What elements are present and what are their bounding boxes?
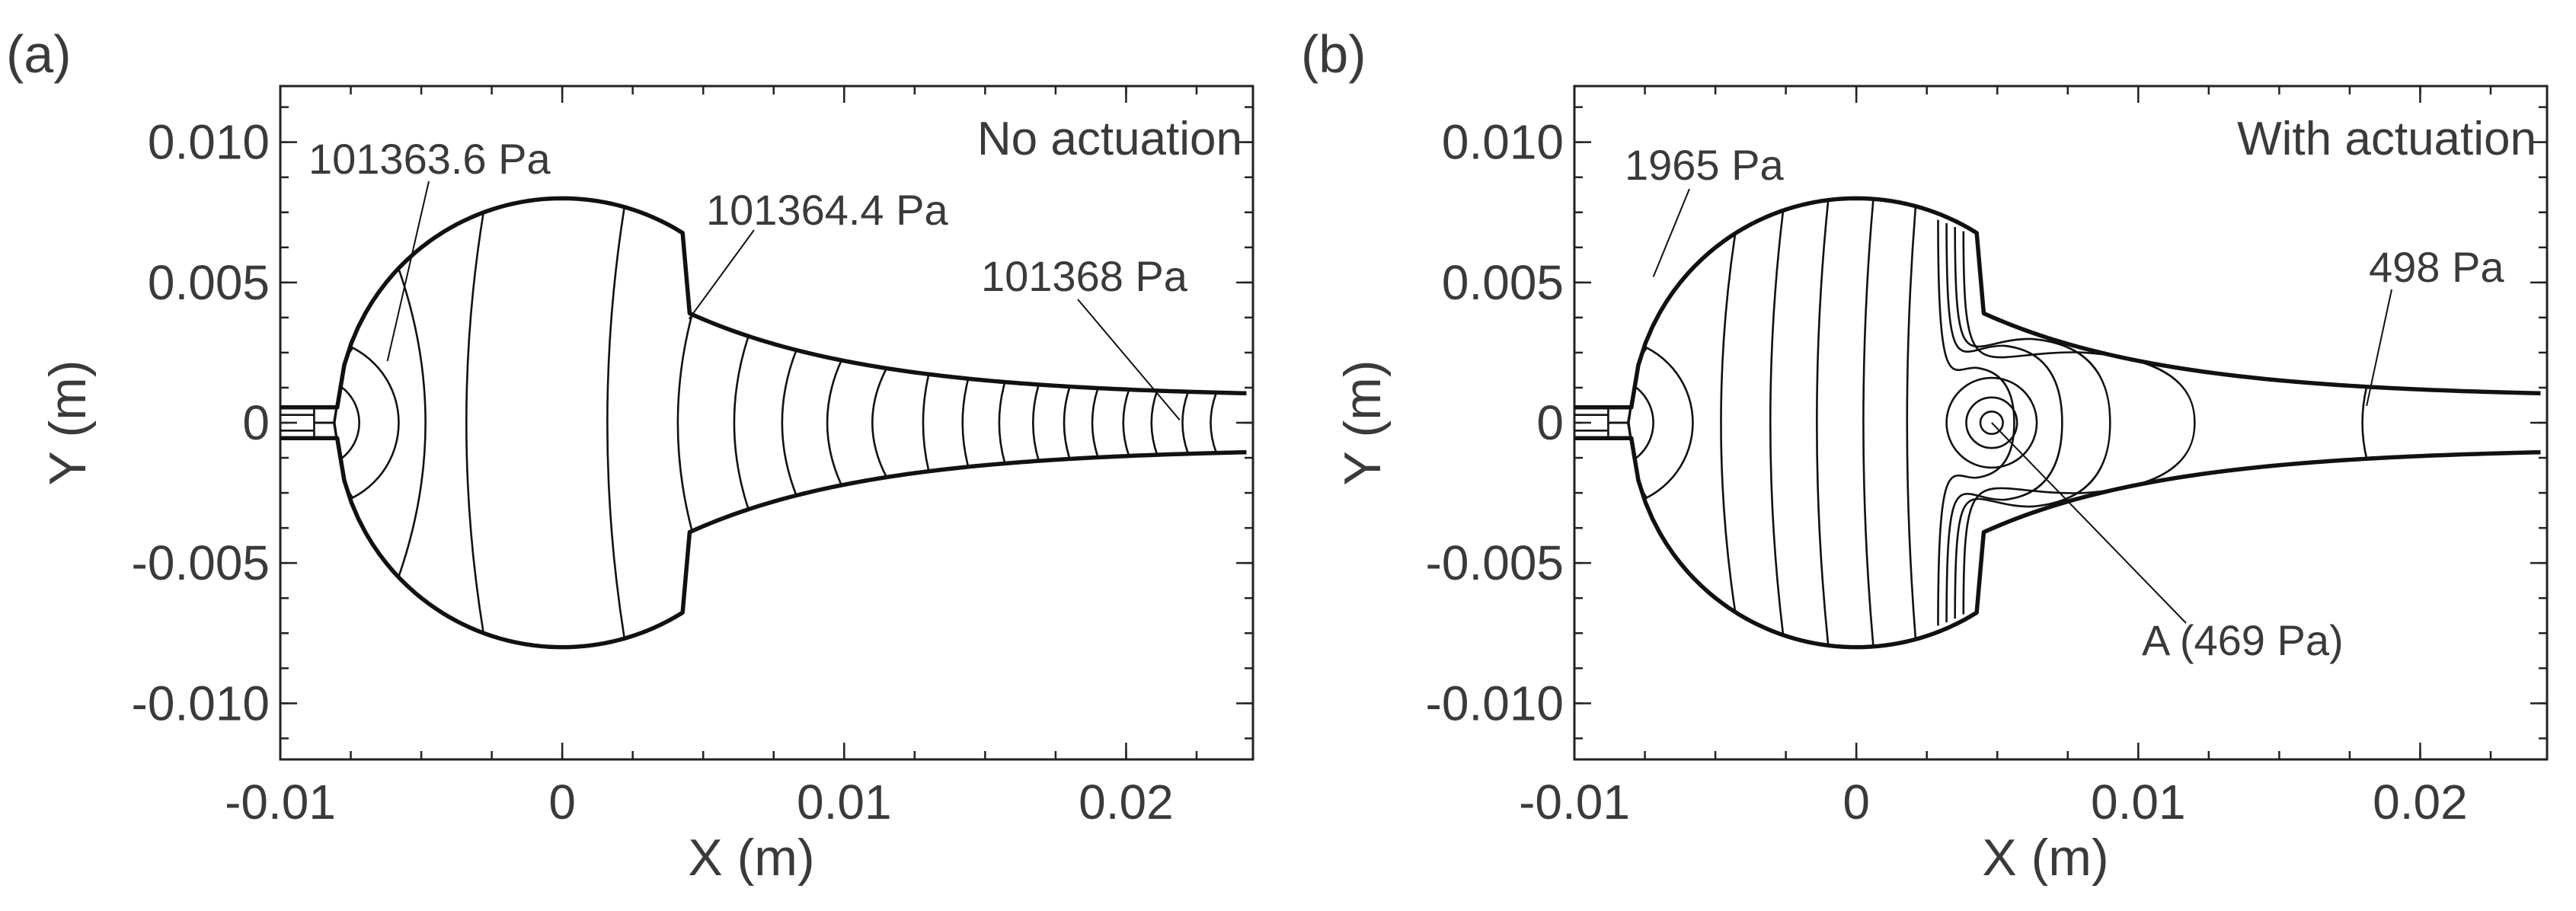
isobar: [1210, 392, 1218, 453]
pressure-annotation: 101364.4 Pa: [706, 186, 948, 234]
panel-label: (b): [1301, 24, 1366, 84]
pressure-annotation: A (469 Pa): [2142, 616, 2344, 664]
isobar: [1954, 226, 2111, 619]
y-axis-label: Y (m): [39, 360, 97, 486]
isobar: [998, 382, 1006, 464]
vortex-isobar: [1945, 376, 2038, 469]
pressure-annotation: 101363.6 Pa: [308, 135, 551, 183]
x-tick-label: 0.01: [2091, 775, 2186, 829]
x-axis-label: X (m): [1982, 829, 2108, 887]
isobar: [1150, 390, 1159, 456]
isobar: [733, 336, 749, 510]
y-tick-label: 0.005: [148, 255, 270, 310]
isobar: [922, 374, 930, 471]
vortex-isobar: [1965, 396, 2018, 449]
y-tick-label: -0.005: [132, 535, 270, 590]
vortex-isobar: [1979, 410, 2004, 436]
isobar: [2361, 386, 2368, 459]
isobar: [1122, 389, 1130, 456]
pressure-annotation: 101368 Pa: [981, 252, 1188, 300]
channel-boundary: [1574, 196, 2541, 650]
y-tick-label: -0.010: [132, 676, 270, 730]
pressure-annotation: 1965 Pa: [1625, 141, 1784, 189]
x-tick-label: 0.01: [797, 775, 892, 829]
isobar: [465, 213, 484, 632]
isobar: [1769, 211, 1785, 635]
panel-title: No actuation: [977, 113, 1242, 165]
annotation-leader: [2366, 289, 2392, 407]
y-tick-label: -0.010: [1426, 676, 1564, 730]
isobar: [1181, 392, 1190, 454]
isobar: [961, 379, 970, 467]
isobar: [1937, 219, 2015, 626]
y-tick-label: 0.005: [1442, 255, 1564, 310]
panel-label: (a): [6, 24, 72, 84]
annotation-leader: [1077, 299, 1181, 420]
isobar: [314, 346, 400, 500]
isobar: [1608, 346, 1694, 500]
x-tick-label: 0.02: [1079, 775, 1174, 829]
isobar: [1906, 206, 1917, 639]
isobar: [781, 350, 797, 496]
annotation-leader: [1991, 422, 2187, 624]
y-tick-label: 0: [1536, 395, 1564, 450]
isobar: [1063, 386, 1071, 459]
y-tick-label: 0.010: [1442, 115, 1564, 170]
x-tick-label: 0.02: [2373, 775, 2468, 829]
x-tick-label: 0: [548, 775, 576, 829]
pressure-annotation: 498 Pa: [2369, 243, 2504, 291]
channel-boundary: [280, 196, 1247, 650]
x-axis-label: X (m): [688, 829, 814, 887]
isobar: [398, 268, 427, 577]
annotation-leader: [386, 181, 430, 362]
isobar: [1945, 223, 2063, 622]
isobar: [1720, 234, 1737, 612]
y-tick-label: -0.005: [1426, 535, 1564, 590]
y-tick-label: 0.010: [148, 115, 270, 170]
isobar: [676, 315, 693, 531]
isobar: [1962, 231, 2196, 615]
annotation-leader: [1652, 188, 1690, 277]
panel-title: With actuation: [2237, 113, 2536, 165]
x-tick-label: 0: [1843, 775, 1870, 829]
isobar: [1862, 200, 1874, 646]
annotation-leader: [688, 229, 755, 320]
isobar: [871, 368, 887, 478]
isobar: [826, 360, 842, 486]
isobar: [606, 207, 625, 638]
x-tick-label: -0.01: [1519, 775, 1630, 829]
x-tick-label: -0.01: [225, 775, 336, 829]
y-tick-label: 0: [242, 395, 270, 450]
y-axis-label: Y (m): [1334, 360, 1392, 486]
isobar: [1091, 388, 1099, 458]
isobar: [1816, 200, 1830, 645]
isobar: [1032, 384, 1040, 462]
